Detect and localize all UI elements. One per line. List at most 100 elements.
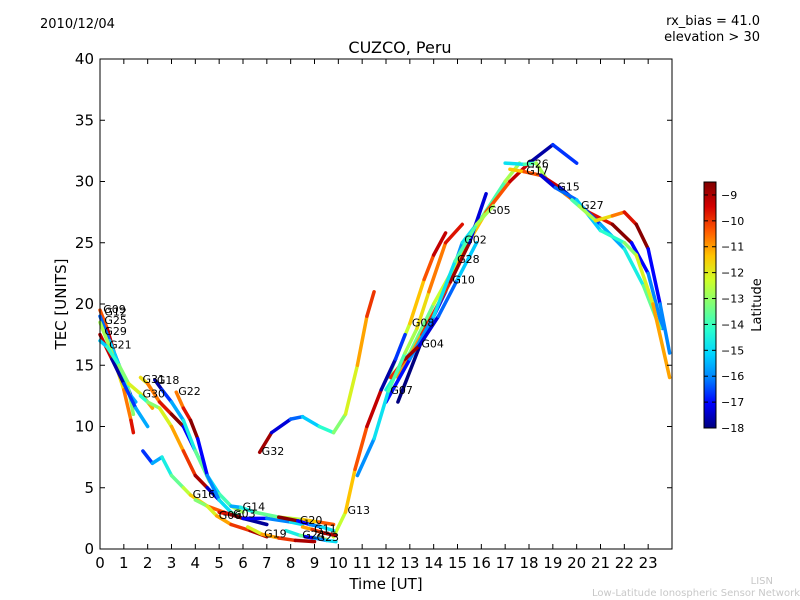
series-g32 (257, 290, 376, 454)
series-g17 (508, 167, 662, 331)
colorbar-tick-label: −9 (721, 189, 737, 202)
series-segment (229, 512, 245, 521)
series-g14 (229, 504, 336, 527)
series-label: G08 (412, 317, 435, 330)
colorbar: −9 −10 −11 −12 −13 −14 −15 −16 −17 −18 Latitude (703, 181, 765, 435)
series-segment (98, 308, 109, 331)
series-segment (195, 437, 209, 478)
x-tick-label: 13 (400, 554, 419, 572)
series-segment (145, 400, 162, 410)
series-label: G30 (143, 388, 166, 401)
series-segment (384, 357, 412, 404)
plot-frame (99, 58, 673, 550)
series-segment (307, 522, 324, 529)
series-segment (284, 528, 302, 538)
series-segment (629, 241, 650, 276)
series-segment (324, 538, 338, 544)
series-segment (422, 253, 436, 282)
series-g11 (300, 525, 338, 538)
series-label: G17 (526, 165, 549, 178)
series-segment (205, 504, 219, 518)
x-tick-label: 15 (448, 554, 467, 572)
series-segment (174, 390, 186, 410)
series-segment (160, 455, 174, 478)
footer-acronym: LISN (750, 576, 773, 587)
series-label: G10 (452, 274, 475, 287)
series-segment (110, 357, 126, 386)
y-tick-label: 15 (75, 356, 94, 374)
series-segment (646, 247, 662, 306)
series-segment (431, 231, 448, 257)
series-label: G12 (104, 306, 127, 319)
series-segment (169, 473, 186, 490)
series-label: G18 (157, 374, 180, 387)
y-tick-label: 0 (84, 540, 94, 558)
y-tick-label: 20 (75, 295, 94, 313)
series-g13 (331, 332, 407, 539)
series-g20 (277, 515, 336, 533)
x-tick-label: 2 (143, 554, 153, 572)
y-tick-label: 10 (75, 418, 94, 436)
series-segment (126, 381, 145, 398)
series-label: G16 (193, 488, 216, 501)
series-label: G32 (262, 445, 285, 458)
series-label: G21 (109, 339, 132, 352)
x-tick-label: 22 (615, 554, 634, 572)
x-tick-label: 7 (262, 554, 272, 572)
series-segment (169, 412, 186, 429)
series-segment (217, 510, 233, 517)
series-g04 (389, 241, 479, 380)
series-segment (215, 514, 233, 527)
colorbar-ticks: −9 −10 −11 −12 −13 −14 −15 −16 −17 −18 (704, 189, 744, 435)
series-g03 (217, 510, 305, 527)
series-segment (386, 351, 407, 393)
series-segment (193, 473, 209, 490)
series-segment (217, 498, 233, 514)
series-segment (217, 492, 233, 508)
elevation-label: elevation > 30 (664, 30, 760, 45)
x-tick-label: 5 (214, 554, 224, 572)
series-g23 (303, 535, 338, 544)
series-label: G03 (233, 508, 256, 521)
x-tick-label: 23 (639, 554, 658, 572)
series-segment (122, 381, 138, 410)
x-tick-label: 1 (119, 554, 129, 572)
series-segment (343, 467, 357, 514)
series-segment (355, 437, 376, 478)
series-label: G20 (300, 514, 323, 527)
series-segment (153, 378, 164, 392)
colorbar-tick-label: −11 (721, 241, 744, 254)
x-axis-label: Time [UT] (348, 575, 422, 593)
series-segment (527, 143, 555, 165)
series-segment (238, 505, 257, 514)
series-segment (522, 161, 538, 167)
series-label: G05 (488, 204, 511, 217)
series-segment (522, 169, 543, 178)
series-segment (317, 520, 336, 527)
series-segment (448, 241, 472, 284)
series-segment (300, 517, 322, 524)
series-segment (246, 525, 264, 537)
axes-layer: 0 1 2 3 4 5 6 7 8 9 10 11 12 13 14 15 16 17 18 19 20 21 22 2305… (75, 50, 672, 572)
series-segment (145, 381, 162, 404)
series-label: G11 (314, 522, 337, 535)
series-segment (181, 418, 198, 453)
series-segment (319, 525, 336, 533)
y-tick-label: 35 (75, 111, 94, 129)
series-segment (257, 430, 274, 454)
y-axis-label: TEC [UNITS] (52, 259, 70, 351)
series-segment (353, 424, 369, 472)
series-segment (539, 173, 557, 190)
colorbar-tick-label: −10 (721, 215, 744, 228)
series-segment (365, 290, 376, 318)
series-segment (508, 167, 526, 174)
series-segment (622, 210, 638, 227)
series-g07 (355, 222, 465, 478)
series-segment (403, 343, 422, 361)
series-segment (288, 520, 305, 527)
colorbar-tick-label: −15 (721, 344, 744, 357)
x-tick-label: 12 (376, 554, 395, 572)
footer-network: Low-Latitude Ionospheric Sensor Network (592, 588, 800, 599)
x-tick-label: 16 (472, 554, 491, 572)
